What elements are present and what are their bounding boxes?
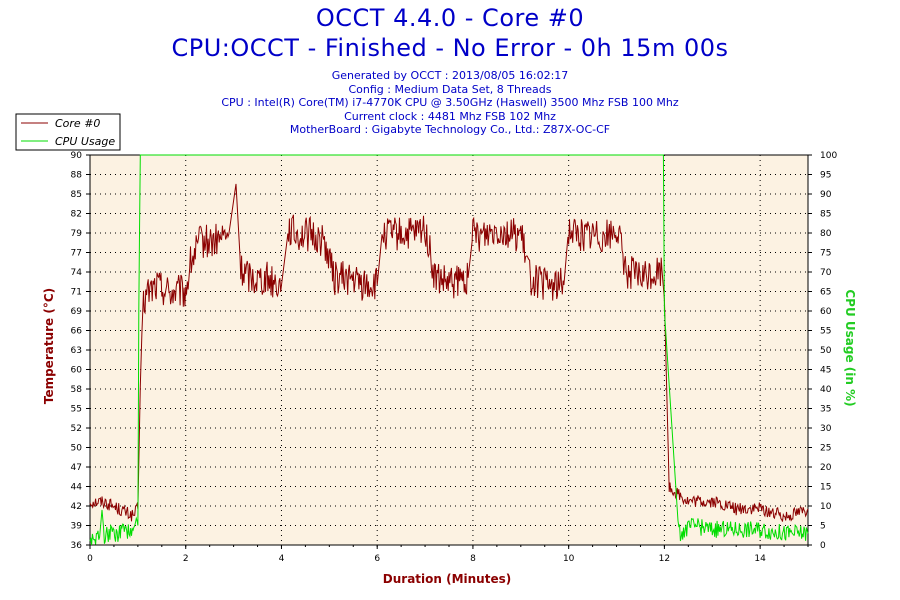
series-cpu-usage-line: [89, 154, 809, 546]
y-left-tick-label: 88: [71, 171, 83, 181]
y-left-tick-label: 74: [71, 268, 83, 278]
legend-box: [15, 113, 121, 151]
y-right-tick-label: 20: [820, 463, 832, 473]
y-left-tick-label: 58: [71, 385, 83, 395]
series-core0-line: [89, 183, 809, 522]
x-tick-label: 12: [659, 554, 670, 564]
plot-background: [89, 154, 809, 546]
y-right-tick-label: 45: [820, 366, 831, 376]
y-axis-right-label: CPU Usage (in %): [843, 289, 857, 406]
y-right-tick-label: 40: [820, 385, 832, 395]
y-left-tick-label: 55: [71, 405, 82, 415]
y-right-tick-label: 5: [820, 522, 826, 532]
legend-label-cpu-usage: CPU Usage: [55, 135, 115, 148]
x-tick-label: 10: [563, 554, 575, 564]
x-tick-label: 8: [470, 554, 476, 564]
y-right-tick-label: 65: [820, 288, 831, 298]
y-left-tick-label: 42: [71, 502, 82, 512]
y-right-tick-label: 10: [820, 502, 832, 512]
info-generated: Generated by OCCT : 2013/08/05 16:02:17: [331, 69, 569, 82]
y-left-tick-label: 39: [71, 522, 83, 532]
chart-subtitle: CPU:OCCT - Finished - No Error - 0h 15m …: [171, 34, 729, 62]
y-right-tick-label: 95: [820, 171, 831, 181]
x-axis-label: Duration (Minutes): [383, 572, 511, 586]
plot-area: [89, 154, 809, 546]
info-block: Generated by OCCT : 2013/08/05 16:02:17 …: [0, 69, 900, 137]
x-tick-label: 2: [183, 554, 189, 564]
x-tick-label: 14: [754, 554, 766, 564]
y-right-tick-label: 75: [820, 249, 831, 259]
y-left-tick-label: 44: [71, 483, 83, 493]
info-cpu: CPU : Intel(R) Core(TM) i7-4770K CPU @ 3…: [221, 96, 679, 110]
y-left-tick-label: 47: [71, 463, 82, 473]
y-right-tick-label: 80: [820, 229, 832, 239]
y-right-tick-label: 60: [820, 307, 832, 317]
y-right-tick-label: 90: [820, 190, 832, 200]
y-left-tick-label: 60: [71, 366, 83, 376]
y-right-tick-label: 30: [820, 424, 832, 434]
info-config: Config : Medium Data Set, 8 Threads: [348, 82, 552, 96]
y-left-tick-label: 69: [71, 307, 83, 317]
y-right-tick-label: 35: [820, 405, 831, 415]
y-left-tick-label: 79: [71, 229, 83, 239]
y-left-tick-label: 82: [71, 210, 82, 220]
y-left-tick-label: 36: [71, 541, 83, 551]
y-left-tick-label: 85: [71, 190, 82, 200]
legend-label-core0: Core #0: [55, 117, 100, 130]
x-tick-label: 0: [87, 554, 93, 564]
y-right-tick-label: 25: [820, 444, 831, 454]
y-right-tick-label: 100: [820, 151, 837, 161]
y-left-tick-label: 77: [71, 249, 82, 259]
legend: Core #0 CPU Usage: [15, 113, 121, 151]
info-motherboard: MotherBoard : Gigabyte Technology Co., L…: [289, 123, 611, 137]
y-left-tick-label: 52: [71, 424, 82, 434]
y-left-tick-label: 90: [71, 151, 83, 161]
y-right-tick-label: 70: [820, 268, 832, 278]
y-right-tick-label: 15: [820, 483, 831, 493]
y-left-tick-label: 50: [71, 444, 83, 454]
chart-title: OCCT 4.4.0 - Core #0: [315, 4, 585, 32]
y-right-tick-label: 85: [820, 210, 831, 220]
y-right-tick-label: 55: [820, 327, 831, 337]
info-clock: Current clock : 4481 Mhz FSB 102 Mhz: [344, 109, 556, 123]
y-left-tick-label: 63: [71, 346, 82, 356]
series-lines: [89, 154, 809, 546]
y-right-tick-label: 50: [820, 346, 832, 356]
y-left-tick-label: 66: [71, 327, 83, 337]
x-tick-label: 6: [374, 554, 380, 564]
axis-ticks: 0 2 4 6 8 10 12 1436394244475052555860636669717…: [71, 151, 838, 564]
y-right-tick-label: 0: [820, 541, 826, 551]
x-tick-label: 4: [279, 554, 285, 564]
y-left-tick-label: 71: [71, 288, 82, 298]
y-axis-left-label: Temperature (°C): [42, 288, 56, 404]
